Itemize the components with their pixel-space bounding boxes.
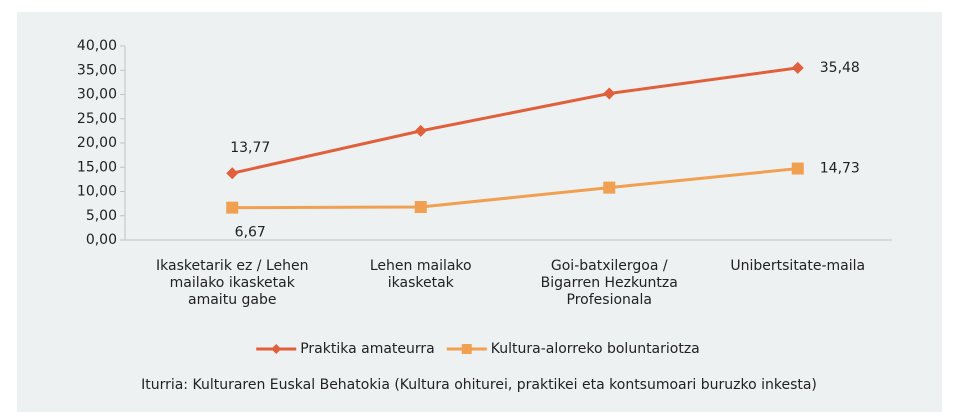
y-tick-label: 15,00 xyxy=(77,159,117,175)
point xyxy=(603,87,616,100)
series-line xyxy=(232,167,798,210)
data-label: 14,73 xyxy=(820,161,860,177)
y-tick-label: 25,00 xyxy=(77,111,117,127)
x-tick-label: amaitu gabe xyxy=(188,292,276,308)
point xyxy=(791,162,804,175)
x-tick-label: Lehen mailako xyxy=(370,258,472,274)
y-tick-label: 20,00 xyxy=(77,135,117,151)
data-label: 35,48 xyxy=(820,60,860,76)
y-tick-label: 0,00 xyxy=(86,232,117,248)
x-tick-label: ikasketak xyxy=(388,275,455,291)
y-tick-label: 30,00 xyxy=(77,87,117,103)
point xyxy=(226,201,239,214)
y-tick-label: 10,00 xyxy=(77,184,117,200)
point xyxy=(414,124,427,137)
x-tick-label: Profesionala xyxy=(567,292,652,308)
data-label: 6,67 xyxy=(235,225,266,241)
x-tick-label: Goi-batxilergoa / xyxy=(551,258,668,274)
y-tick-label: 35,00 xyxy=(77,62,117,78)
legend-marker xyxy=(461,344,472,354)
series-line xyxy=(231,66,798,175)
x-tick-label: Ikasketarik ez / Lehen xyxy=(156,258,308,274)
legend-marker xyxy=(271,344,282,354)
legend-label: Kultura-alorreko boluntariotza xyxy=(491,341,700,357)
point xyxy=(226,167,239,180)
point xyxy=(603,181,616,194)
x-tick-label: Bigarren Hezkuntza xyxy=(541,275,678,291)
point xyxy=(791,61,804,74)
chart-background xyxy=(17,12,942,412)
x-tick-label: mailako ikasketak xyxy=(170,275,296,291)
x-tick-label: Unibertsitate-maila xyxy=(730,258,865,274)
data-label: 13,77 xyxy=(230,140,270,156)
legend-label: Praktika amateurra xyxy=(300,341,435,357)
source-note: Iturria: Kulturaren Euskal Behatokia (Ku… xyxy=(141,377,817,393)
y-tick-label: 40,00 xyxy=(77,38,117,54)
y-tick-label: 5,00 xyxy=(86,208,117,224)
point xyxy=(414,201,427,214)
